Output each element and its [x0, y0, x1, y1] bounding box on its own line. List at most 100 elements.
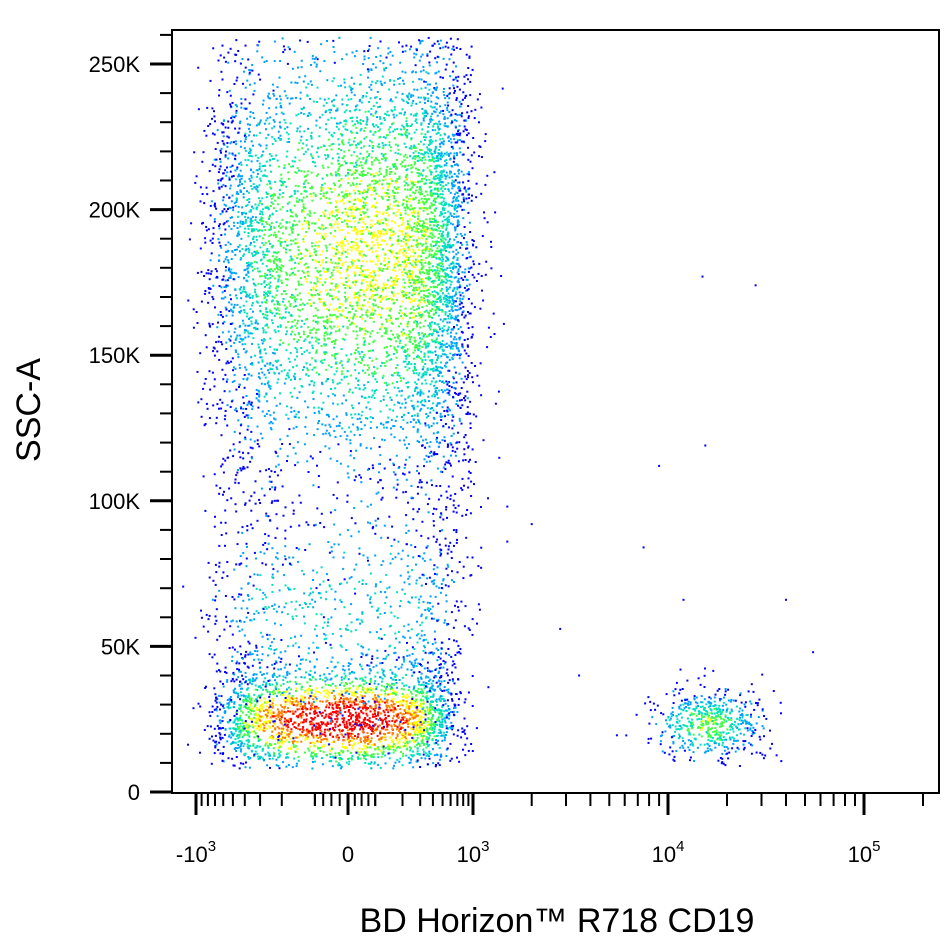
data-point-2280	[261, 706, 263, 708]
data-point-579	[415, 704, 418, 707]
data-point-2603	[431, 670, 434, 673]
data-point-1160	[312, 761, 314, 763]
data-point-4969	[435, 404, 438, 407]
data-point-4652	[335, 209, 338, 212]
data-point-4045	[402, 79, 404, 82]
data-point-4943	[345, 255, 348, 258]
data-point-4328	[442, 303, 445, 306]
data-point-3691	[428, 64, 431, 67]
data-point-2504	[221, 759, 224, 762]
data-point-4954	[224, 228, 227, 231]
data-point-2995	[408, 654, 411, 657]
data-point-1558	[304, 696, 306, 699]
data-point-4972	[301, 210, 303, 213]
data-point-768	[405, 673, 408, 676]
data-point-4210	[452, 180, 455, 183]
data-point-3177	[381, 668, 384, 671]
data-point-1791	[261, 683, 264, 686]
data-point-474	[411, 713, 414, 715]
data-point-76	[343, 717, 346, 720]
data-point-2777	[446, 516, 448, 519]
data-point-1131	[425, 746, 428, 749]
data-point-1088	[281, 731, 283, 733]
data-point-3643	[360, 282, 363, 285]
data-point-2070	[253, 736, 256, 739]
data-point-1708	[423, 684, 426, 687]
data-point-575	[392, 683, 395, 685]
data-point-4460	[261, 437, 264, 440]
data-point-4558	[459, 284, 461, 287]
data-point-1930	[268, 725, 271, 728]
data-point-2421	[317, 746, 320, 749]
data-point-1741	[246, 696, 249, 699]
data-point-3353	[395, 496, 398, 499]
data-point-2181	[242, 728, 245, 731]
data-point-3056	[413, 686, 415, 689]
data-point-2543	[445, 600, 448, 603]
data-point-4728	[419, 193, 422, 196]
data-point-4603	[358, 183, 361, 186]
data-point-2981	[253, 612, 256, 615]
data-point-752	[284, 732, 287, 734]
data-point-1282	[227, 721, 230, 724]
data-point-3200	[416, 706, 419, 709]
data-point-4846	[295, 547, 298, 549]
data-point-2323	[248, 731, 251, 734]
data-point-1223	[415, 698, 418, 701]
data-point-4550	[267, 133, 270, 136]
data-point-560	[422, 750, 425, 753]
data-point-2750	[222, 571, 225, 574]
data-point-2402	[255, 708, 258, 711]
data-point-3656	[385, 157, 388, 160]
data-point-2746	[255, 698, 258, 701]
data-point-1615	[402, 752, 404, 755]
data-point-4848	[435, 298, 438, 301]
data-point-1871	[247, 716, 250, 719]
data-point-4375	[418, 472, 420, 475]
data-point-491	[334, 684, 337, 687]
data-point-3431	[235, 79, 238, 82]
data-point-159	[428, 750, 431, 753]
data-point-4279	[276, 368, 279, 370]
data-point-477	[267, 654, 270, 657]
data-point-3380	[407, 600, 410, 603]
data-point-1144	[325, 753, 328, 756]
data-point-2072	[360, 740, 362, 743]
data-point-3696	[372, 105, 375, 107]
data-point-2933	[242, 552, 245, 554]
data-point-1706	[382, 727, 385, 730]
data-point-4936	[367, 373, 370, 376]
data-point-3264	[326, 624, 329, 627]
data-point-2346	[351, 694, 354, 697]
data-point-2328	[380, 738, 383, 741]
data-point-2272	[392, 751, 395, 754]
data-point-3774	[333, 248, 336, 251]
data-point-2640	[449, 742, 452, 745]
data-point-2157	[418, 731, 421, 734]
data-point-3033	[416, 759, 419, 762]
data-point-3013	[407, 501, 409, 504]
data-point-2427	[245, 761, 247, 764]
data-point-759	[279, 660, 282, 663]
data-point-2380	[448, 712, 451, 715]
data-point-4824	[302, 330, 305, 333]
data-point-2837	[344, 733, 347, 736]
data-point-684	[378, 703, 381, 706]
data-point-4218	[211, 107, 214, 110]
data-point-2657	[457, 606, 460, 609]
data-point-822	[448, 714, 451, 717]
data-point-4659	[372, 294, 375, 297]
data-point-1548	[264, 708, 267, 711]
data-point-230	[422, 702, 425, 705]
data-point-4136	[449, 494, 452, 497]
data-point-3021	[242, 657, 244, 660]
data-point-2515	[418, 719, 421, 722]
data-point-4017	[400, 245, 403, 248]
data-point-3040	[340, 582, 343, 585]
data-point-4054	[378, 267, 381, 270]
data-point-3300	[245, 616, 248, 619]
data-point-247	[399, 731, 402, 734]
data-point-1762	[432, 688, 435, 691]
data-point-450	[248, 642, 251, 645]
data-point-2456	[351, 670, 353, 673]
